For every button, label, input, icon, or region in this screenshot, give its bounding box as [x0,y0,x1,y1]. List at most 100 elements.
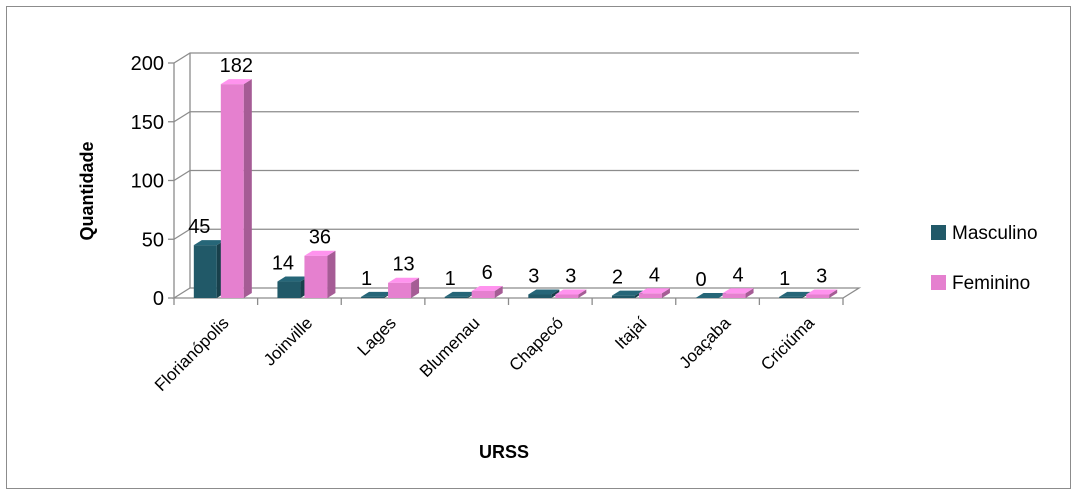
bar-top [722,288,754,294]
bar-top [444,291,476,297]
bar-top [193,240,225,246]
bar-front [277,281,301,298]
legend-swatch [931,275,946,290]
gridline [173,111,859,123]
data-label: 4 [649,264,660,286]
bar-side [327,250,336,298]
bar-top [388,277,420,283]
x-tick-label: Blumenau [416,313,484,381]
y-tick-label: 50 [142,229,164,251]
data-label: 1 [445,268,456,290]
bar-masculino-5 [611,290,643,298]
bar-feminino-1 [304,250,336,298]
data-label: 3 [565,265,576,287]
bar-front [388,282,412,298]
bar-front [444,296,468,298]
data-label: 4 [733,264,744,286]
bar-side [551,289,560,298]
y-tick-label: 150 [131,112,164,134]
bar-feminino-6 [722,288,754,298]
y-tick-label: 100 [131,171,164,193]
bar-masculino-7 [779,291,811,298]
bar-feminino-5 [638,288,670,298]
bar-front [779,296,803,298]
data-label: 14 [272,253,294,275]
bar-feminino-7 [806,289,838,298]
y-tick-label: 0 [153,288,164,310]
bar-feminino-4 [555,289,587,298]
bar-masculino-1 [277,276,309,298]
bar-masculino-2 [361,291,393,298]
bar-side [578,289,587,298]
bar-side [829,289,838,298]
bar-front [193,245,217,298]
x-tick-label: Florianópolis [151,313,233,395]
bar-feminino-0 [220,79,252,299]
bar-side [745,288,754,298]
data-label: 13 [392,254,414,276]
bar-top [471,285,503,291]
bar-masculino-4 [528,289,560,298]
bar-front [806,294,830,298]
x-tick-label: Lages [354,313,400,359]
bar-side [494,285,503,298]
bar-front [638,293,662,298]
data-label: 36 [309,227,331,249]
y-axis-title: Quantidade [77,141,97,240]
x-tick-label: Criciúma [757,313,818,374]
bar-front [471,290,495,298]
data-label: 2 [612,267,623,289]
bar-top [361,291,393,297]
bar-front [722,293,746,298]
data-label: 0 [696,269,707,291]
axis-layer [168,62,844,305]
gridline [173,228,859,240]
legend: Masculino Feminino [931,223,1038,294]
bar-side [661,288,670,298]
bar-front [528,294,552,298]
y-tick-label: 200 [131,53,164,75]
chart-frame: 0 50 100 150 200 45 182 Florianópolis 14 36 Joinvi… [6,6,1071,489]
bar-top [277,276,309,282]
data-label: 182 [220,55,253,77]
bar-chart: 05010015020045182Florianópolis1436Joinvi… [77,52,1038,462]
bar-masculino-6 [695,293,727,299]
bar-top [304,250,336,256]
data-label: 1 [361,268,372,290]
legend-label: Feminino [952,273,1030,294]
bar-top [555,289,587,295]
gridline [173,52,859,64]
x-tick-label: Joaçaba [676,313,735,372]
data-label: 3 [816,265,827,287]
data-label: 6 [482,262,493,284]
gridline [173,169,859,182]
bar-top [611,290,643,296]
bar-top [779,291,811,297]
bar-top [806,289,838,295]
bar-side [243,79,252,299]
bar-feminino-2 [388,277,420,298]
bar-front [304,255,328,298]
legend-label: Masculino [952,223,1038,244]
bar-layer [193,79,838,299]
floor [171,287,862,299]
x-axis-title: URSS [479,442,529,462]
bar-top [528,289,560,295]
x-tick-label: Chapecó [506,313,568,375]
bar-feminino-3 [471,285,503,298]
data-label: 1 [779,268,790,290]
bar-masculino-3 [444,291,476,298]
bar-front [611,295,635,298]
x-tick-label: Itajaí [611,313,651,353]
bar-masculino-0 [193,240,225,298]
bar-front [555,294,579,298]
x-tick-label: Joinville [260,313,316,369]
bar-top [695,293,727,298]
bar-front [361,296,385,298]
bar-front [220,84,244,299]
bar-top [638,288,670,294]
bar-side [411,277,420,298]
data-label: 3 [528,265,539,287]
bar-top [220,79,252,85]
grid-layer [171,52,862,299]
